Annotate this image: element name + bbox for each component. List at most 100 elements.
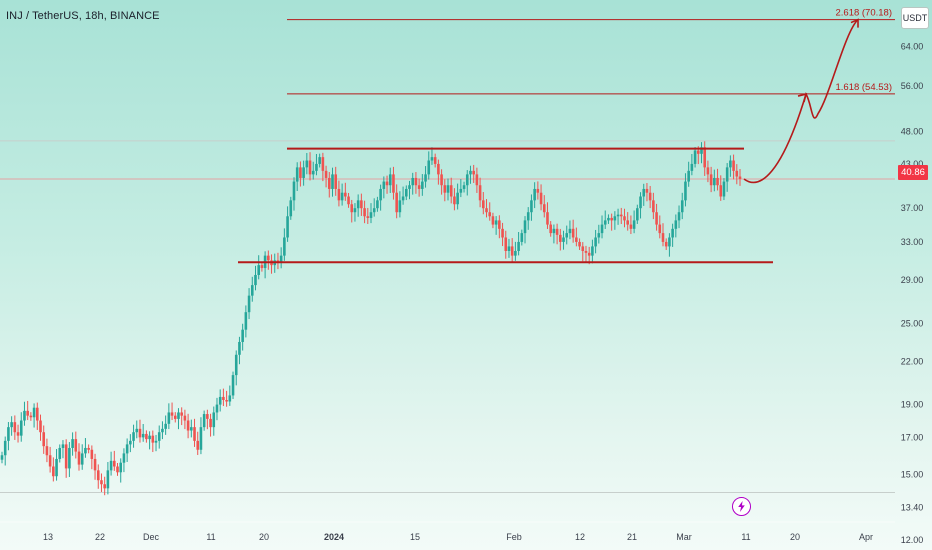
candle-body <box>559 234 562 242</box>
candle-body <box>122 453 126 463</box>
candle-body <box>206 414 209 419</box>
candle-body <box>337 188 341 201</box>
candle-body <box>289 200 293 217</box>
candle-body <box>526 212 530 221</box>
price-tick-label: 29.00 <box>901 275 924 285</box>
candle-body <box>539 192 543 205</box>
candle-body <box>703 147 707 168</box>
price-tick-label: 13.40 <box>901 502 924 512</box>
candle-body <box>177 412 180 419</box>
projected-path <box>743 18 859 184</box>
candle-body <box>424 174 427 182</box>
candle-body <box>48 455 52 467</box>
candle-body <box>729 160 732 168</box>
lightning-glyph <box>738 501 745 512</box>
candle-body <box>652 200 655 213</box>
candle-body <box>305 160 309 168</box>
candle-body <box>360 200 363 209</box>
candle-body <box>283 237 286 256</box>
candle-body <box>613 216 617 221</box>
time-tick-label: Feb <box>506 532 522 542</box>
candle-body <box>716 177 719 186</box>
time-tick-label: Mar <box>676 532 692 542</box>
candle-body <box>571 228 575 238</box>
currency-unit-button[interactable]: USDT <box>901 7 929 29</box>
price-tick-label: 17.00 <box>901 432 924 442</box>
candle-body <box>331 174 334 189</box>
candle-body <box>315 163 318 171</box>
candle-body <box>324 170 328 178</box>
candle-body <box>549 224 552 234</box>
candle-body <box>680 200 684 213</box>
candle-body <box>623 216 626 221</box>
candle-body <box>700 147 703 154</box>
candle-body <box>109 460 113 471</box>
candlestick-layer <box>0 141 742 496</box>
candle-body <box>594 237 597 247</box>
candle-body <box>507 246 511 251</box>
candle-body <box>164 423 167 429</box>
candle-body <box>722 181 726 197</box>
candle-body <box>366 216 370 218</box>
candle-body <box>145 433 148 440</box>
candle-body <box>299 167 302 178</box>
price-tick-label: 12.00 <box>901 535 924 545</box>
candle-body <box>132 432 135 441</box>
candle-body <box>562 237 565 242</box>
price-tick-label: 37.00 <box>901 203 924 213</box>
candle-body <box>629 224 633 229</box>
candle-body <box>347 196 350 205</box>
candle-body <box>167 412 171 424</box>
candle-body <box>218 396 222 405</box>
candle-body <box>655 212 658 225</box>
candle-body <box>71 439 74 448</box>
candle-body <box>231 375 235 396</box>
candle-body <box>379 188 382 201</box>
candle-body <box>90 449 94 459</box>
candle-body <box>186 420 190 431</box>
candle-body <box>84 447 87 454</box>
time-tick-label: Dec <box>143 532 160 542</box>
candle-body <box>465 174 469 186</box>
lightning-icon[interactable] <box>732 497 751 516</box>
candle-body <box>404 188 408 197</box>
candle-body <box>19 420 23 436</box>
candle-body <box>385 181 389 186</box>
candle-body <box>542 204 546 213</box>
fib-level-label: 1.618 (54.53) <box>835 82 892 93</box>
candle-body <box>449 185 453 197</box>
candle-body <box>148 435 151 440</box>
candle-body <box>141 433 145 438</box>
price-tick-label: 43.00 <box>901 159 924 169</box>
candle-body <box>462 185 466 189</box>
candle-body <box>664 241 668 247</box>
candle-body <box>372 208 376 213</box>
candle-body <box>80 453 84 465</box>
candle-body <box>738 176 742 179</box>
candle-body <box>626 220 629 225</box>
candle-body <box>696 150 700 154</box>
candle-body <box>260 265 264 269</box>
price-tick-label: 56.00 <box>901 81 924 91</box>
candle-body <box>350 204 354 213</box>
candle-body <box>55 458 58 477</box>
time-tick-label: 20 <box>259 532 269 542</box>
candle-body <box>440 174 443 186</box>
candle-body <box>0 455 4 460</box>
candle-body <box>578 241 581 247</box>
candle-body <box>42 432 46 447</box>
price-tick-label: 15.00 <box>901 469 924 479</box>
candle-body <box>478 185 482 201</box>
candle-body <box>725 167 729 182</box>
candle-body <box>488 212 492 217</box>
candle-body <box>154 440 158 443</box>
candle-body <box>292 181 296 201</box>
candle-body <box>321 157 325 171</box>
candle-body <box>202 414 206 428</box>
candle-body <box>584 250 588 253</box>
candle-body <box>190 427 193 431</box>
candle-body <box>302 167 305 178</box>
price-tick-label: 25.00 <box>901 319 924 329</box>
candle-body <box>32 407 36 418</box>
